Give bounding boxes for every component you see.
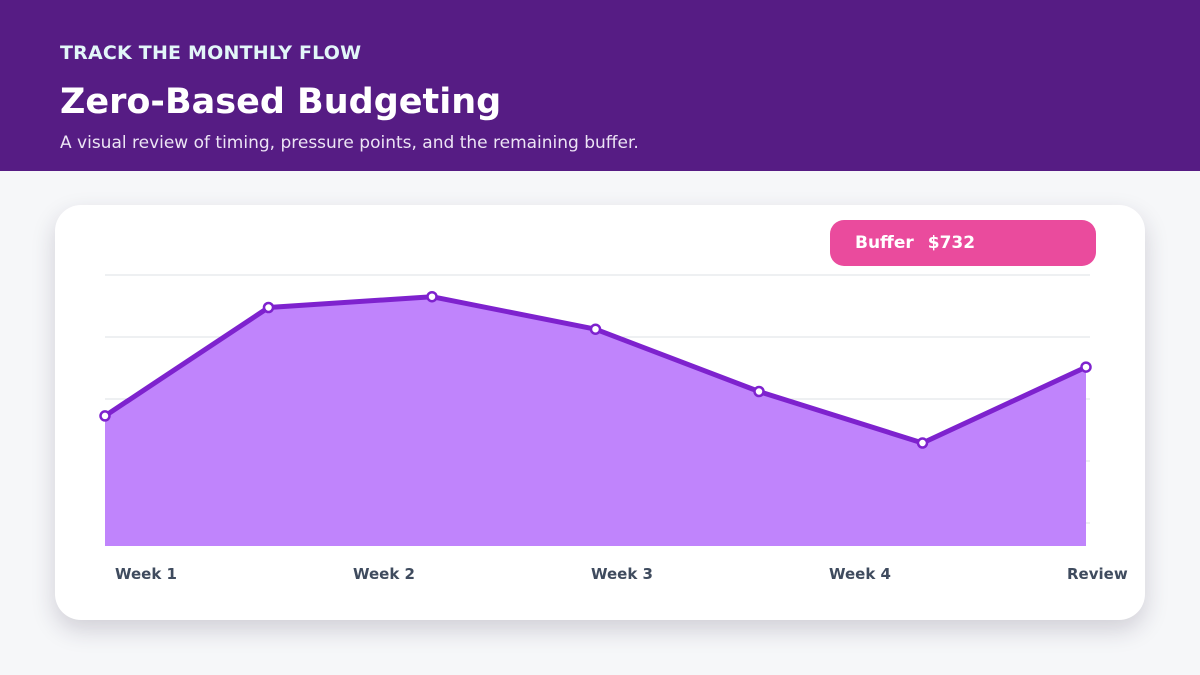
eyebrow-text: TRACK THE MONTHLY FLOW — [60, 42, 362, 64]
point-markers — [99, 290, 1092, 449]
data-point — [753, 385, 765, 398]
data-point — [916, 437, 929, 449]
data-point — [426, 290, 438, 303]
data-point — [1080, 361, 1092, 373]
buffer-value: $732 — [927, 233, 976, 253]
x-tick-label: Week 2 — [353, 565, 415, 583]
data-point — [99, 410, 111, 422]
header-banner: TRACK THE MONTHLY FLOW Zero-Based Budget… — [0, 0, 1200, 171]
x-tick-labels: Week 1 Week 2 Week 3 Week 4 Review — [115, 565, 1128, 583]
area-fill — [105, 296, 1086, 546]
buffer-badge: Buffer $732 — [830, 220, 1096, 266]
x-tick-label: Week 4 — [829, 565, 891, 583]
x-tick-label: Week 1 — [115, 565, 177, 583]
buffer-label: Buffer — [855, 233, 914, 253]
x-tick-label: Review — [1067, 565, 1128, 583]
data-point — [589, 323, 602, 335]
page-subtitle: A visual review of timing, pressure poin… — [60, 133, 639, 153]
data-point — [262, 301, 275, 314]
page-title: Zero-Based Budgeting — [60, 82, 502, 122]
x-tick-label: Week 3 — [591, 565, 653, 583]
